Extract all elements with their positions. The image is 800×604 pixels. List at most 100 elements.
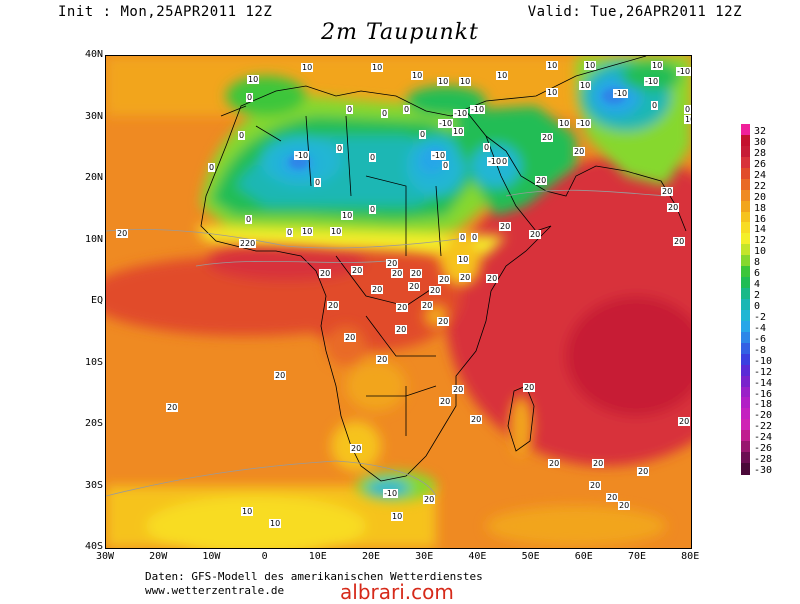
contour-value-label: 10 [247, 75, 260, 84]
contour-value-label: 20 [548, 459, 561, 468]
contour-value-label: 20 [376, 355, 389, 364]
contour-value-label: 10 [546, 61, 559, 70]
legend-swatch [741, 124, 750, 136]
legend-swatch [741, 266, 750, 278]
contour-value-label: 0 [403, 105, 411, 114]
contour-value-label: -10 [453, 109, 469, 118]
contour-value-label: 20 [274, 371, 287, 380]
contour-value-label: 0 [336, 144, 344, 153]
contour-value-label: -10 [438, 119, 454, 128]
contour-value-label: 20 [371, 285, 384, 294]
contour-value-label: 20 [529, 230, 542, 239]
contour-value-label: 10 [496, 71, 509, 80]
lat-label: EQ [90, 295, 103, 306]
legend-label: 30 [754, 136, 767, 148]
contour-value-label: 20 [618, 501, 631, 510]
contour-value-label: 20 [396, 303, 409, 312]
contour-value-label: 0 [245, 215, 253, 224]
contour-value-label: 20 [606, 493, 619, 502]
legend-label: -4 [754, 322, 767, 334]
contour-value-label: 20 [452, 385, 465, 394]
website-credit: www.wetterzentrale.de [145, 584, 285, 597]
lon-label: 0 [261, 551, 268, 562]
contour-value-label: -10 [470, 105, 486, 114]
legend-label: 32 [754, 126, 767, 137]
contour-value-label: 20 [499, 222, 512, 231]
contour-value-label: 10 [301, 227, 314, 236]
contour-value-label: 0 [419, 130, 427, 139]
lon-label: 30W [95, 551, 115, 562]
legend-label: -10 [754, 355, 773, 367]
legend-swatch [741, 375, 750, 387]
contour-value-label: -10 [676, 67, 691, 76]
legend-label: -30 [754, 465, 773, 477]
contour-value-label: 10 [330, 227, 343, 236]
contour-value-label: 20 [350, 444, 363, 453]
lon-label: 20W [149, 551, 168, 562]
contour-value-label: 10 [452, 127, 465, 136]
legend-label: 4 [754, 279, 761, 291]
legend-swatch [741, 156, 750, 169]
contour-value-label: 10 [411, 71, 424, 80]
lat-label: 10S [84, 356, 103, 368]
legend-swatch [741, 211, 750, 223]
contour-value-label: 20 [319, 269, 332, 278]
contour-value-label: 0 [246, 93, 254, 102]
contour-value-label: 10 [391, 512, 404, 521]
legend-swatch [741, 353, 750, 366]
legend-label: -26 [754, 443, 773, 455]
contour-value-label: 10 [584, 61, 597, 70]
contour-value-label: 20 [573, 147, 586, 156]
lon-label: 40E [468, 551, 487, 562]
legend-swatch [741, 178, 750, 191]
lat-label: 10N [84, 233, 103, 245]
contour-lines [106, 189, 667, 497]
contour-value-label: 0 [501, 157, 509, 166]
lon-label: 70E [627, 551, 647, 562]
contour-value-label: 20 [344, 333, 357, 342]
contour-value-label: 20 [541, 133, 554, 142]
data-source-credit: Daten: GFS-Modell des amerikanischen Wet… [145, 570, 483, 583]
contour-value-label: 20 [429, 286, 442, 295]
contour-value-label: 0 [314, 178, 322, 187]
contour-value-label: 20 [438, 275, 451, 284]
legend-label: 18 [754, 202, 767, 214]
legend-swatch [741, 233, 750, 245]
contour-value-label: 10 [371, 63, 384, 72]
contour-value-label: 0 [471, 233, 479, 242]
contour-value-label: 20 [439, 397, 452, 406]
watermark: albrari.com [340, 580, 454, 604]
asia-coast [460, 56, 647, 112]
contour-value-label: 20 [391, 269, 404, 278]
contour-value-label: 10 [651, 61, 664, 70]
contour-value-label: 20 [459, 273, 472, 282]
contour-value-label: 10 [684, 115, 691, 124]
legend-label: 24 [754, 169, 767, 181]
contour-value-label: 0 [483, 143, 491, 152]
legend-swatch [741, 419, 750, 431]
legend-label: 26 [754, 158, 767, 170]
contour-value-label: 20 [395, 325, 408, 334]
legend-swatch [741, 331, 750, 344]
lat-label: 40S [84, 541, 103, 552]
lon-label: 30E [415, 551, 434, 562]
contour-value-label: 20 [667, 203, 680, 212]
legend-swatch [741, 277, 750, 289]
contour-value-label: 0 [346, 105, 354, 114]
contour-value-label: -10 [431, 151, 447, 160]
contour-value-label: 20 [166, 403, 179, 412]
init-time: Init : Mon,25APR2011 12Z [58, 4, 273, 20]
contour-value-label: 0 [651, 101, 659, 110]
lon-label: 20E [361, 551, 381, 562]
legend-swatch [741, 299, 750, 311]
contour-value-label: -10 [613, 89, 629, 98]
lon-label: 50E [521, 551, 540, 562]
contour-value-label: 0 [381, 109, 389, 118]
contour-value-label: 20 [351, 266, 364, 275]
contour-value-label: 20 [637, 467, 650, 476]
lon-label: 80E [681, 551, 700, 562]
legend-label: 12 [754, 235, 767, 247]
legend-swatch [741, 200, 750, 212]
lat-label: 20S [84, 418, 103, 429]
valid-time: Valid: Tue,26APR2011 12Z [527, 4, 742, 20]
